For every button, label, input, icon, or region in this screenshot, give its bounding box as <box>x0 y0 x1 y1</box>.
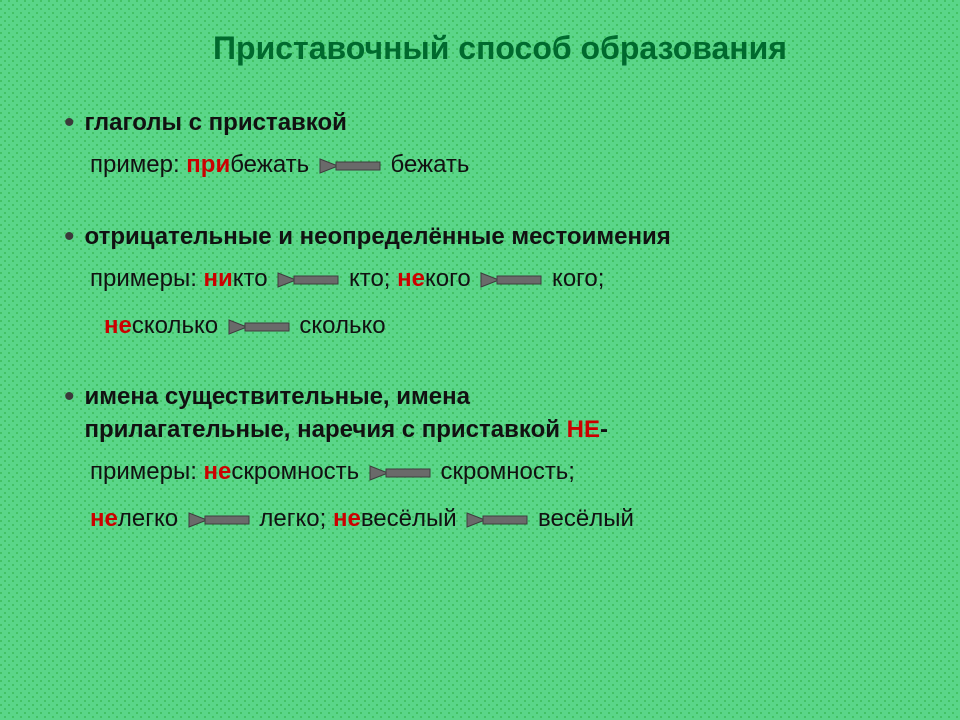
bullet-icon: • <box>64 385 75 409</box>
word-rest: кто; <box>349 265 397 292</box>
word-rest: сколько <box>299 312 385 339</box>
bullet-icon: • <box>64 111 75 135</box>
prefix-highlight: не <box>90 505 118 532</box>
example-line: нелегко легко; невесёлый весёлый <box>90 497 910 540</box>
heading-tail: - <box>600 416 608 443</box>
word-rest: бежать <box>230 151 309 178</box>
prefix-highlight: ни <box>204 265 233 292</box>
bullet-row: • имена существительные, имена прилагате… <box>90 381 910 446</box>
heading-part: прилагательные, наречия с приставкой <box>85 416 567 443</box>
word-rest: кого; <box>552 265 604 292</box>
example-line: примеры: нескромность скромность; <box>90 450 910 493</box>
bullet-row: • отрицательные и неопределённые местоим… <box>90 221 910 253</box>
heading-part: имена существительные, имена <box>85 383 470 410</box>
label: примеры: <box>90 265 204 292</box>
section-heading: глаголы с приставкой <box>85 107 347 139</box>
word-rest: скромность; <box>441 458 575 485</box>
word-rest: весёлый <box>361 505 457 532</box>
section-heading: отрицательные и неопределённые местоимен… <box>85 221 671 253</box>
section-pronouns: • отрицательные и неопределённые местоим… <box>90 221 910 348</box>
word-rest: скромность <box>231 458 359 485</box>
slide-root: Приставочный способ образования • глагол… <box>0 0 960 720</box>
arrow-icon <box>276 270 340 290</box>
prefix-highlight: не <box>333 505 361 532</box>
arrow-icon <box>318 156 382 176</box>
word-rest: сколько <box>132 312 218 339</box>
word-rest: весёлый <box>538 505 634 532</box>
arrow-icon <box>479 270 543 290</box>
prefix-highlight: НЕ <box>567 416 600 443</box>
bullet-row: • глаголы с приставкой <box>90 107 910 139</box>
arrow-icon <box>368 463 432 483</box>
example-line: пример: прибежать бежать <box>90 143 910 186</box>
bullet-icon: • <box>64 225 75 249</box>
prefix-highlight: не <box>397 265 425 292</box>
word-rest: легко; <box>259 505 333 532</box>
prefix-highlight: при <box>186 151 230 178</box>
word-rest: бежать <box>390 151 469 178</box>
example-line: несколько сколько <box>90 304 910 347</box>
section-ne-prefix: • имена существительные, имена прилагате… <box>90 381 910 540</box>
prefix-highlight: не <box>104 312 132 339</box>
label: пример: <box>90 151 186 178</box>
prefix-highlight: не <box>204 458 232 485</box>
word-rest: кто <box>233 265 268 292</box>
arrow-icon <box>465 510 529 530</box>
section-verbs: • глаголы с приставкой пример: прибежать… <box>90 107 910 187</box>
slide-title: Приставочный способ образования <box>90 30 910 67</box>
word-rest: кого <box>425 265 471 292</box>
section-heading: имена существительные, имена прилагатель… <box>85 381 609 446</box>
label: примеры: <box>90 458 204 485</box>
word-rest: легко <box>118 505 178 532</box>
arrow-icon <box>227 317 291 337</box>
arrow-icon <box>187 510 251 530</box>
example-line: примеры: никто кто; некого кого; <box>90 257 910 300</box>
